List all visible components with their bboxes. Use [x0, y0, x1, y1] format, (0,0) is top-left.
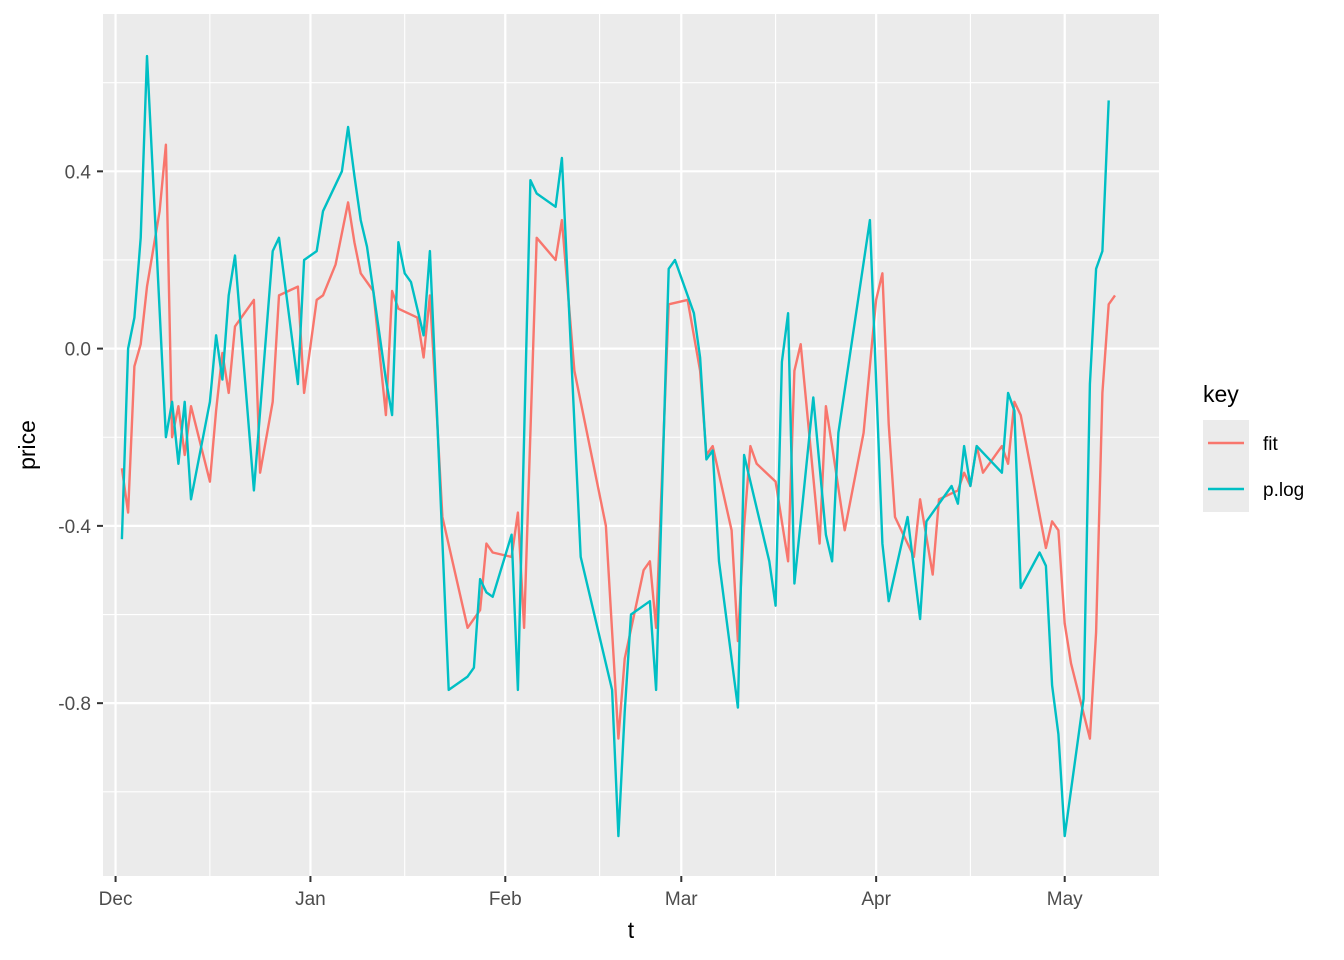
grid-minor — [103, 14, 1159, 876]
x-axis-title: t — [628, 917, 635, 943]
grid-major — [103, 14, 1159, 876]
legend: key fit p.log — [1203, 381, 1304, 512]
y-tick-label: -0.8 — [58, 694, 91, 715]
x-tick-label: Feb — [489, 889, 522, 910]
y-axis-title: price — [14, 420, 40, 470]
series-line-fit — [120, 143, 1116, 740]
series-line-p-log — [120, 54, 1110, 838]
y-tick-label: 0.4 — [65, 162, 92, 183]
plot-panel — [103, 14, 1159, 876]
x-tick-label: Dec — [99, 889, 133, 910]
legend-label: fit — [1263, 434, 1279, 455]
y-axis: 0.4 0.0 -0.4 -0.8 — [58, 162, 103, 715]
x-tick-label: Apr — [861, 889, 891, 910]
legend-items: fit p.log — [1203, 420, 1304, 512]
series-layer — [120, 54, 1116, 838]
y-tick-label: -0.4 — [58, 517, 91, 538]
y-tick-label: 0.0 — [65, 340, 91, 361]
legend-title: key — [1203, 381, 1239, 407]
x-tick-label: Mar — [665, 889, 698, 910]
x-tick-label: Jan — [295, 889, 326, 910]
x-tick-label: May — [1047, 889, 1083, 910]
legend-item-p-log: p.log — [1203, 466, 1304, 512]
legend-item-fit: fit — [1203, 420, 1279, 466]
x-axis: Dec Jan Feb Mar Apr May — [99, 876, 1083, 910]
legend-label: p.log — [1263, 480, 1304, 501]
